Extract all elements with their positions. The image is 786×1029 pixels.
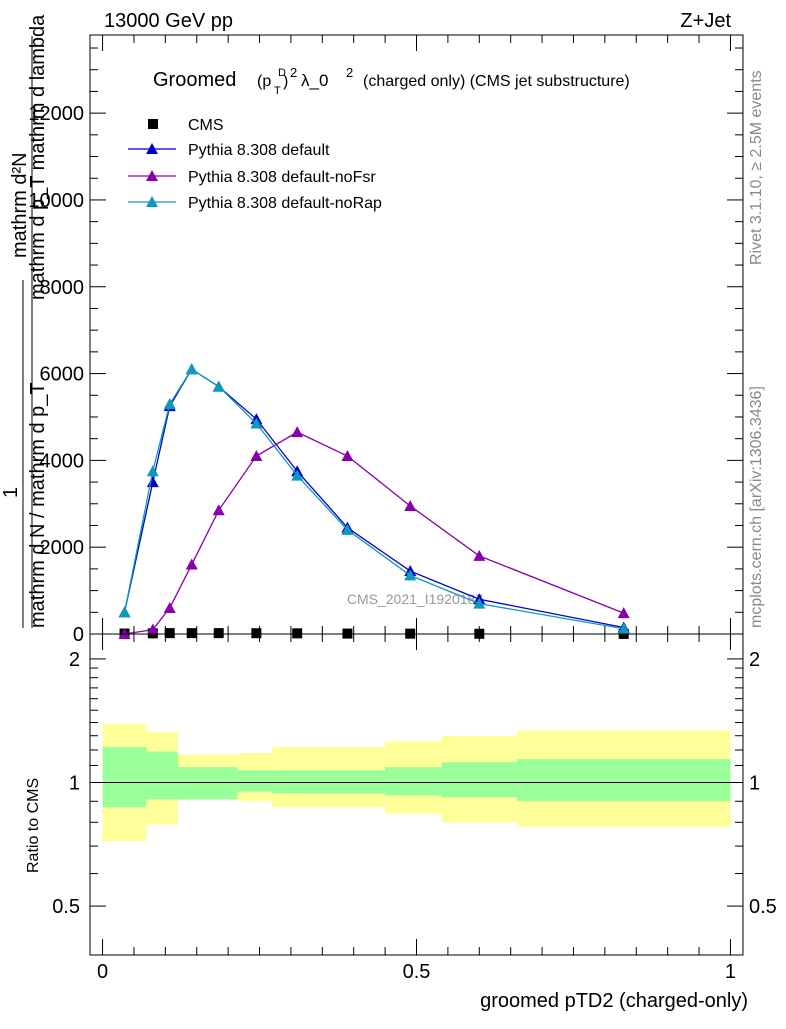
data-point-series-3 [212,380,225,392]
ylabel-denom-top: mathrm d p_T mathrm d lambda [27,14,49,300]
ratio-ytick-label-right: 0.5 [749,896,777,918]
main-ytick-label: 10000 [28,190,84,212]
data-point-series-3 [291,469,304,481]
plot-title: Groomed (p D T ) 2 λ_0 2 (charged only) … [153,65,630,97]
title-rest: (charged only) (CMS jet substructure) [363,73,630,90]
ratio-tick-labels: 0.5 0.5 1 1 2 2 0 0.5 1 [52,649,777,983]
data-point-series-3 [118,606,131,618]
main-ytick-label: 4000 [40,450,85,472]
data-point-series-3 [617,622,630,634]
data-point-series-2 [341,450,354,462]
data-point-series-3 [341,523,354,535]
ratio-stat-band-bin [516,759,731,802]
legend-label-nofsr: Pythia 8.308 default-noFsr [188,169,376,186]
ratio-ytick-label-left: 2 [69,649,80,671]
data-point-cms [292,628,303,639]
series-line-3 [123,368,624,630]
data-point-series-2 [212,504,225,516]
legend-label-norap: Pythia 8.308 default-noRap [188,195,382,212]
data-point-series-3 [163,397,176,409]
main-ytick-label: 2000 [40,537,85,559]
data-point-cms [213,628,224,639]
main-ytick-labels: 0 2000 4000 6000 8000 10000 12000 [28,103,84,646]
series-line-1 [123,368,624,629]
header-right: Z+Jet [680,10,731,32]
ratio-stat-band-bin [385,767,442,796]
title-sup-2b: 2 [346,65,353,80]
title-close: ) [283,73,288,90]
ratio-stat-band-bin [102,747,147,808]
main-ytick-label: 8000 [40,277,85,299]
data-point-cms [164,628,175,639]
main-ytick-label: 12000 [28,103,84,125]
ratio-ylabel: Ratio to CMS [25,778,42,873]
ratio-bands [102,723,731,842]
legend-label-cms: CMS [188,117,224,134]
rivet-label: Rivet 3.1.10, ≥ 2.5M events [748,70,765,265]
ratio-ticks [90,634,743,955]
ratio-stat-band-bin [237,770,273,792]
ylabel-one: 1 [0,487,22,498]
data-point-series-2 [404,499,417,511]
ylabel-numer: mathrm d²N [9,152,31,258]
main-ytick-label: 6000 [40,364,85,386]
title-groomed: Groomed [153,69,236,91]
data-point-series-3 [404,569,417,581]
ratio-stat-band-bin [146,751,178,800]
legend-label-default: Pythia 8.308 default [188,142,330,159]
main-ticks [90,35,743,635]
title-sup-d: D [278,67,286,79]
ratio-ytick-label-left: 1 [69,772,80,794]
data-point-series-2 [185,558,198,570]
data-point-series-2 [291,426,304,438]
data-point-series-2 [617,607,630,619]
main-ytick-label: 0 [73,624,84,646]
main-ylabel: mathrm d²N mathrm d p_T mathrm d lambda … [0,14,49,628]
mcplots-label: mcplots.cern.ch [arXiv:1306.3436] [748,386,765,628]
legend: CMS Pythia 8.308 default Pythia 8.308 de… [128,117,382,212]
legend-marker-default [146,143,158,154]
ratio-xtick-label: 0 [97,961,108,983]
ratio-stat-band-bin [272,770,386,794]
ratio-xlabel: groomed pTD2 (charged-only) [480,990,748,1012]
data-point-series-3 [146,465,159,477]
title-sup-2: 2 [290,65,297,80]
ylabel-denom-bottom: mathrm d N / mathrm d p_T [27,382,49,628]
ratio-stat-band-bin [441,762,517,798]
legend-marker-norap [146,196,158,207]
data-point-series-2 [473,549,486,561]
legend-marker-nofsr [146,170,158,181]
ratio-ytick-label-right: 1 [749,772,760,794]
title-lambda: λ_0 [301,71,328,90]
title-sub-t: T [274,85,281,97]
data-point-series-2 [250,450,263,462]
ratio-ytick-label-left: 0.5 [52,896,80,918]
ratio-xtick-label: 0.5 [403,961,431,983]
data-point-series-3 [473,597,486,609]
data-point-series-3 [185,363,198,375]
header-left: 13000 GeV pp [104,10,233,32]
data-point-cms [186,628,197,639]
data-point-cms [251,628,262,639]
data-point-series-1 [146,476,159,488]
data-point-series-2 [146,623,159,635]
title-p: (p [257,73,271,90]
ratio-xtick-label: 1 [725,961,736,983]
data-point-series-2 [163,601,176,613]
watermark: CMS_2021_I1920187 [347,591,483,607]
legend-marker-cms [148,119,158,129]
ratio-stat-band-bin [177,767,238,800]
data-point-series-3 [250,417,263,429]
ratio-ytick-label-right: 2 [749,649,760,671]
